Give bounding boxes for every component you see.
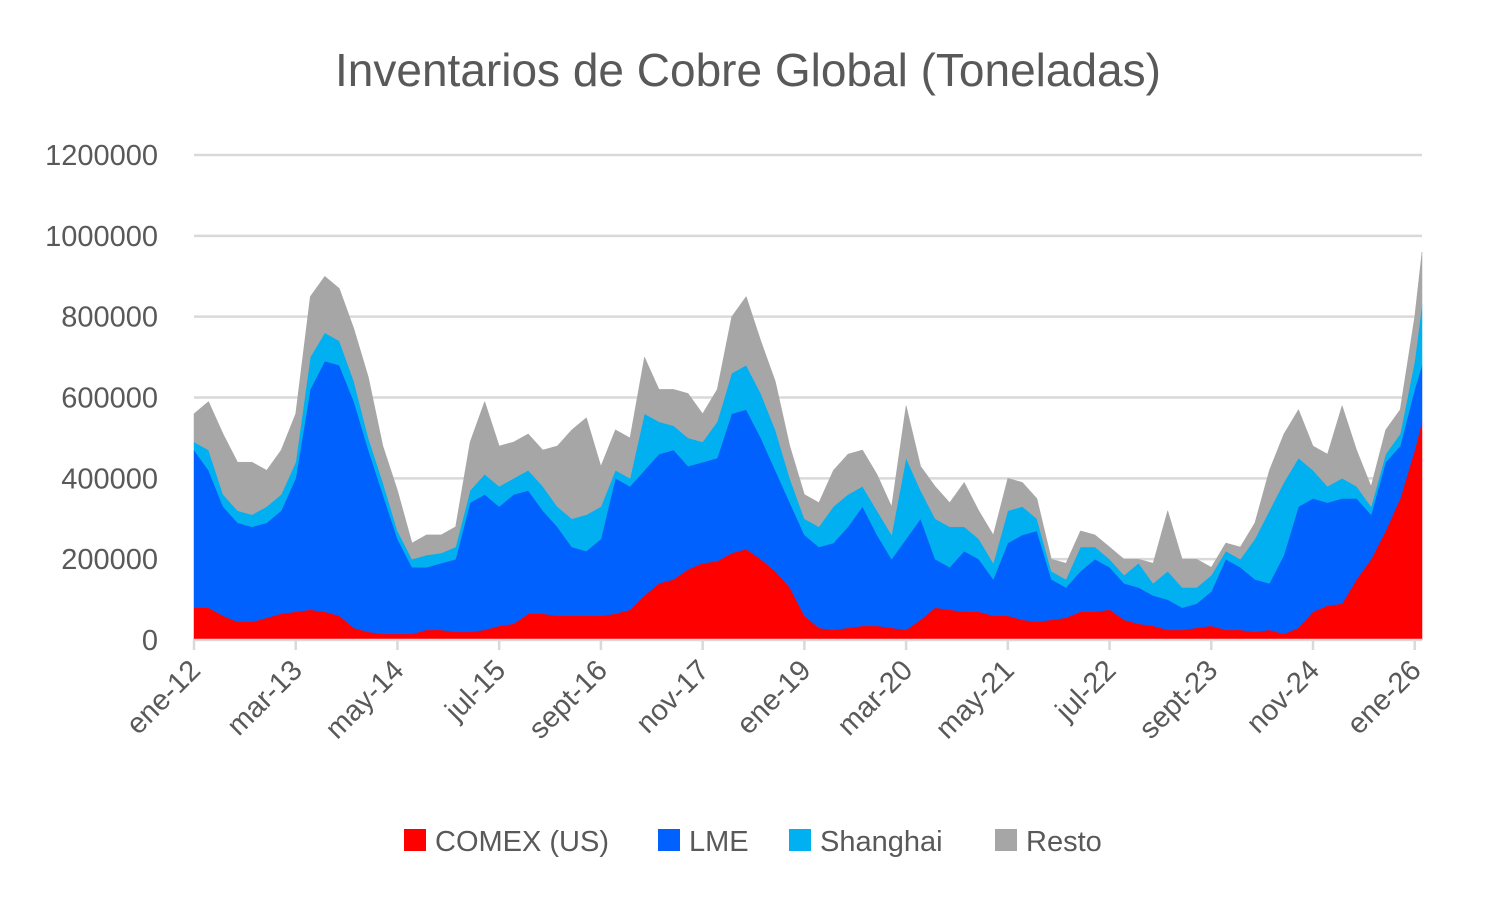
y-tick-label: 0: [142, 625, 158, 657]
legend-item: Shanghai: [789, 826, 943, 858]
y-tick-label: 600000: [61, 383, 158, 415]
y-axis: 0 200000 400000 600000 800000 1000000 1200000: [45, 140, 158, 657]
legend-swatch: [789, 829, 811, 851]
x-tick-label: mar-13: [221, 654, 309, 742]
area-resto: [193, 251, 1423, 588]
x-axis: [192, 638, 1422, 650]
legend-swatch: [658, 829, 680, 851]
y-tick-label: 1200000: [45, 140, 158, 172]
x-tick-label: ene-26: [1341, 654, 1427, 740]
legend-label: Shanghai: [820, 826, 943, 858]
x-tick-label: jul-22: [1049, 654, 1122, 727]
legend-item: COMEX (US): [404, 826, 609, 858]
y-tick-label: 400000: [61, 463, 158, 495]
x-tick-label: mar-20: [831, 654, 919, 742]
x-tick-label: nov-17: [630, 654, 715, 739]
legend-swatch: [404, 829, 426, 851]
legend: COMEX (US) LME Shanghai Resto: [404, 826, 1102, 858]
y-tick-label: 200000: [61, 544, 158, 576]
legend-swatch: [995, 829, 1017, 851]
chart-title: Inventarios de Cobre Global (Toneladas): [335, 44, 1161, 96]
x-tick-label: may-14: [319, 654, 410, 745]
y-tick-label: 800000: [61, 302, 158, 334]
legend-item: Resto: [995, 826, 1102, 858]
x-tick-label: sept-16: [523, 654, 614, 745]
y-tick-label: 1000000: [45, 221, 158, 253]
x-tick-label: ene-12: [120, 654, 206, 740]
x-tick-label: ene-19: [731, 654, 817, 740]
x-tick-labels: ene-12 mar-13 may-14 jul-15 sept-16 nov-17 ene…: [120, 654, 1427, 745]
x-tick-label: sept-23: [1133, 654, 1224, 745]
legend-label: Resto: [1026, 826, 1102, 858]
x-tick-label: jul-15: [439, 654, 512, 727]
legend-label: COMEX (US): [435, 826, 609, 858]
area-series: [193, 251, 1423, 641]
x-tick-label: nov-24: [1241, 654, 1326, 739]
x-tick-label: may-21: [930, 654, 1021, 745]
legend-label: LME: [689, 826, 749, 858]
legend-item: LME: [658, 826, 749, 858]
